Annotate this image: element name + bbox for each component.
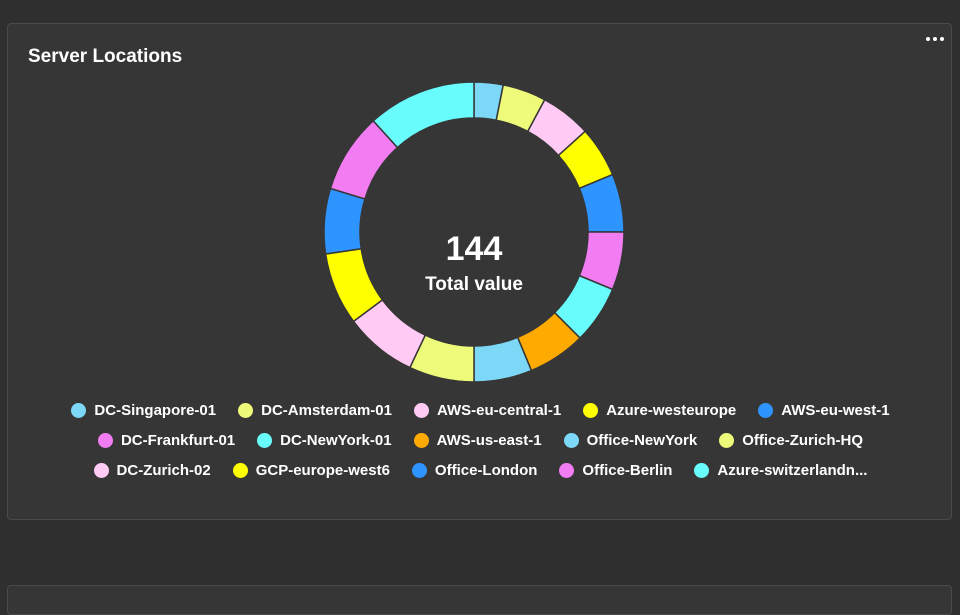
legend-dot (257, 433, 273, 448)
legend-item[interactable]: DC-Amsterdam-01 (238, 402, 392, 419)
legend-dot (238, 403, 254, 418)
legend-label: AWS-us-east-1 (436, 432, 542, 449)
legend-dot (719, 433, 735, 448)
total-label: Total value (425, 274, 523, 295)
legend-item[interactable]: AWS-us-east-1 (413, 432, 542, 449)
server-locations-widget: Server Locations 144 Total value DC-Sing… (7, 23, 952, 520)
legend-dot (694, 463, 710, 478)
legend-label: DC-NewYork-01 (280, 432, 392, 449)
legend-label: Azure-westeurope (606, 402, 737, 419)
legend-label: Office-Berlin (582, 462, 673, 479)
legend-item[interactable]: DC-Singapore-01 (71, 402, 216, 419)
donut-slice[interactable] (372, 81, 475, 149)
legend-label: GCP-europe-west6 (255, 462, 390, 479)
more-options-icon[interactable] (922, 29, 948, 49)
legend-dot (71, 403, 87, 418)
legend-row-1: DC-Singapore-01 DC-Amsterdam-01 AWS-eu-c… (8, 402, 953, 419)
legend-item[interactable]: Office-Zurich-HQ (719, 432, 863, 449)
donut-slice[interactable] (323, 187, 366, 255)
legend-item[interactable]: Office-London (411, 462, 538, 479)
legend-item[interactable]: Azure-switzerlandn... (694, 462, 867, 479)
legend-label: DC-Zurich-02 (116, 462, 211, 479)
next-widget (7, 585, 952, 615)
legend-label: DC-Amsterdam-01 (261, 402, 392, 419)
legend-dot (563, 433, 579, 448)
legend-item[interactable]: GCP-europe-west6 (232, 462, 390, 479)
legend-row-3: DC-Zurich-02 GCP-europe-west6 Office-Lon… (8, 462, 953, 479)
legend-label: AWS-eu-central-1 (436, 402, 562, 419)
legend-dot (583, 403, 599, 418)
total-value: 144 (445, 230, 503, 268)
legend-label: AWS-eu-west-1 (781, 402, 890, 419)
legend-item[interactable]: DC-NewYork-01 (257, 432, 392, 449)
legend-item[interactable]: Office-NewYork (563, 432, 698, 449)
legend-dot (559, 463, 575, 478)
legend-row-2: DC-Frankfurt-01 DC-NewYork-01 AWS-us-eas… (8, 432, 953, 449)
legend-dot (758, 403, 774, 418)
legend-dot (413, 433, 429, 448)
legend-label: Office-NewYork (586, 432, 698, 449)
legend-dot (232, 463, 248, 478)
legend-label: Office-London (434, 462, 538, 479)
legend-dot (97, 433, 113, 448)
legend-dot (411, 463, 427, 478)
legend-item[interactable]: DC-Frankfurt-01 (97, 432, 236, 449)
legend-item[interactable]: DC-Zurich-02 (93, 462, 211, 479)
widget-title: Server Locations (28, 46, 183, 67)
legend-label: DC-Singapore-01 (94, 402, 217, 419)
legend-item[interactable]: AWS-eu-central-1 (413, 402, 562, 419)
legend-item[interactable]: Office-Berlin (559, 462, 672, 479)
legend-dot (93, 463, 109, 478)
legend-item[interactable]: AWS-eu-west-1 (758, 402, 890, 419)
legend-label: Office-Zurich-HQ (742, 432, 864, 449)
legend-item[interactable]: Azure-westeurope (583, 402, 736, 419)
legend-label: Azure-switzerlandn... (717, 462, 868, 479)
legend-label: DC-Frankfurt-01 (120, 432, 236, 449)
donut-chart (323, 81, 625, 383)
legend-dot (413, 403, 429, 418)
